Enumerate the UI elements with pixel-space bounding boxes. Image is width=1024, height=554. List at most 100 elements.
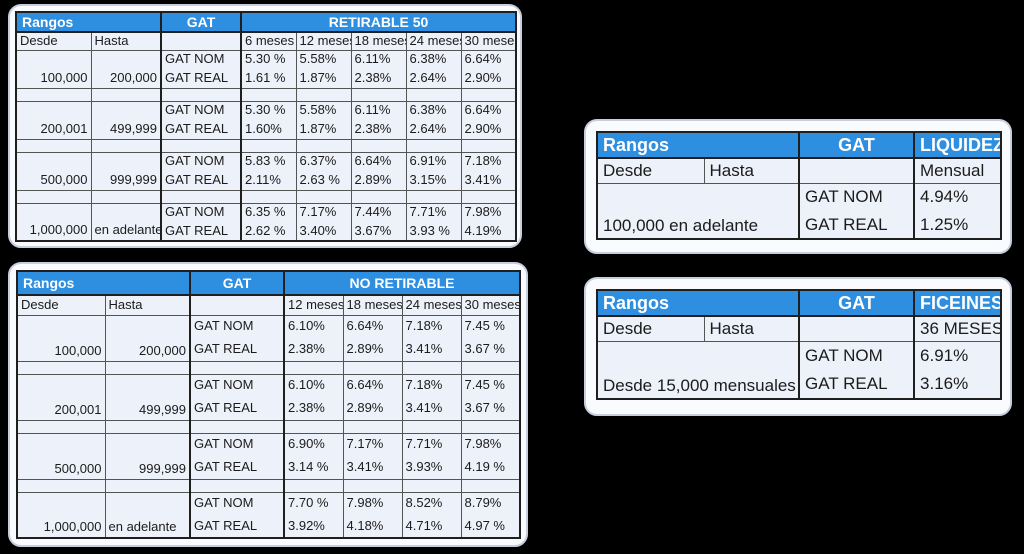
range-desde: 1,000,000 [15,202,92,242]
table-cell: 5.30 % [240,100,297,120]
empty-cell [160,189,242,204]
empty-cell [342,360,403,375]
range-hasta: en adelante [90,202,162,242]
table-cell: 7.71% [405,202,462,222]
desde-col-header: Desde [596,157,705,184]
empty-cell [405,189,462,204]
desde-col-header: Desde [15,31,92,51]
table-cell: 6.64% [460,100,517,120]
empty-cell [295,138,352,153]
table-cell: 4.19 % [460,456,521,480]
table-cell: 7.45 % [460,373,521,397]
empty-cell [104,478,191,493]
col-header-12-meses: 12 meses [295,31,352,51]
gat-nom-label: GAT NOM [189,373,285,397]
range-cell: 100,000 en adelante [596,182,800,240]
table-cell: 3.67 % [460,397,521,421]
col-header-18-meses: 18 meses [342,294,403,316]
gat-nom-label: GAT NOM [160,49,242,69]
rangos-header: Rangos [15,11,162,33]
range-desde: 200,001 [15,100,92,140]
card-ficeines: Rangos GAT FICEINES Desde Hasta 36 MESES Desde… [584,277,1012,416]
empty-cell [240,189,297,204]
card-retirable-50: Rangos GAT RETIRABLE 50 Desde Hasta 6 meses 12… [8,4,522,248]
empty-cell [160,87,242,102]
empty-cell [401,478,462,493]
table-cell: 3.16% [913,370,1002,400]
card-no-retirable: Rangos GAT NO RETIRABLE Desde Hasta 12 meses 1… [8,262,528,547]
table-cell: 2.64% [405,69,462,89]
empty-cell [283,419,344,434]
empty-cell [350,138,407,153]
empty-cell [283,478,344,493]
rangos-header: Rangos [596,289,800,317]
table-cell: 7.17% [295,202,352,222]
empty-cell [15,138,92,153]
empty-cell [189,294,285,316]
table-cell: 6.11% [350,49,407,69]
gat-header: GAT [160,11,242,33]
table-cell: 7.98% [460,432,521,456]
gat-nom-label: GAT NOM [189,314,285,338]
range-hasta: en adelante [104,491,191,539]
empty-cell [15,87,92,102]
col-header-24-meses: 24 meses [401,294,462,316]
empty-cell [342,419,403,434]
table-cell: 6.64% [350,151,407,171]
gat-real-label: GAT REAL [160,69,242,89]
desde-col-header: Desde [596,315,705,342]
table-cell: 2.38% [350,69,407,89]
table-cell: 7.18% [401,314,462,338]
range-desde: 100,000 [16,314,106,362]
empty-cell [350,189,407,204]
gat-nom-label: GAT NOM [189,491,285,515]
table-cell: 6.38% [405,49,462,69]
table-cell: 2.62 % [240,222,297,242]
empty-cell [15,189,92,204]
range-hasta: 499,999 [104,373,191,421]
table-cell: 6.35 % [240,202,297,222]
table-cell: 4.19% [460,222,517,242]
empty-cell [160,138,242,153]
col-header-36-meses: 36 MESES [913,315,1002,342]
table-cell: 1.60% [240,120,297,140]
table-cell: 6.10% [283,314,344,338]
gat-real-label: GAT REAL [798,370,915,400]
table-cell: 4.97 % [460,515,521,539]
gat-nom-label: GAT NOM [160,202,242,222]
range-hasta: 200,000 [104,314,191,362]
empty-cell [295,87,352,102]
table-cell: 5.58% [295,100,352,120]
range-desde: 100,000 [15,49,92,89]
table-cell: 6.90% [283,432,344,456]
gat-real-label: GAT REAL [160,222,242,242]
table-cell: 2.38% [283,397,344,421]
table-cell: 4.18% [342,515,403,539]
table-cell: 2.89% [342,338,403,362]
gat-real-label: GAT REAL [160,171,242,191]
no-retirable-header: NO RETIRABLE [283,270,521,296]
empty-cell [90,138,162,153]
table-cell: 2.63 % [295,171,352,191]
card-liquidez: Rangos GAT LIQUIDEZ Desde Hasta Mensual 100,00… [584,119,1012,254]
table-cell: 6.91% [913,340,1002,370]
empty-cell [16,478,106,493]
table-cell: 5.83 % [240,151,297,171]
empty-cell [16,419,106,434]
table-cell: 3.14 % [283,456,344,480]
gat-header: GAT [798,289,915,317]
empty-cell [283,360,344,375]
table-cell: 5.30 % [240,49,297,69]
table-cell: 3.93% [401,456,462,480]
col-header-12-meses: 12 meses [283,294,344,316]
table-cell: 6.38% [405,100,462,120]
table-cell: 3.41% [401,397,462,421]
range-hasta: 999,999 [90,151,162,191]
gat-real-label: GAT REAL [189,338,285,362]
empty-cell [90,87,162,102]
empty-cell [401,360,462,375]
empty-cell [189,419,285,434]
empty-cell [798,157,915,184]
rangos-header: Rangos [16,270,191,296]
empty-cell [460,419,521,434]
